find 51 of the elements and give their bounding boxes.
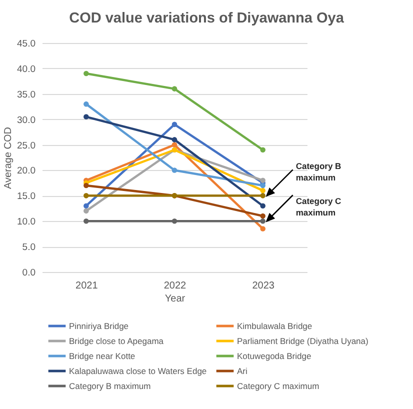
legend-label: Kotuwegoda Bridge [237, 351, 312, 361]
annotation: Category B maximum [296, 160, 342, 182]
point [260, 178, 266, 184]
x-tick-label: 2022 [164, 280, 187, 292]
point [84, 182, 89, 188]
y-tick-label: 10.0 [17, 216, 36, 228]
point [260, 203, 266, 208]
y-tick-label: 25.0 [17, 140, 36, 152]
y-tick-label: 40.0 [17, 64, 36, 75]
point [260, 147, 266, 153]
legend-label: Kimbulawala Bridge [237, 321, 312, 331]
x-tick-label: 2023 [252, 280, 275, 292]
point [84, 203, 89, 208]
y-tick-label: 15.0 [17, 191, 36, 202]
point [172, 86, 178, 92]
point [260, 193, 266, 198]
y-axis-title: Average COD [3, 126, 14, 190]
y-tick-label: 35.0 [17, 89, 36, 100]
legend-label: Ari [237, 366, 248, 376]
point [260, 213, 266, 219]
x-axis-title: Year [164, 294, 186, 304]
y-tick-label: 30.0 [17, 114, 36, 126]
point [172, 137, 178, 142]
y-tick-label: 45.0 [17, 38, 36, 50]
legend-label: Parliament Bridge (Diyatha Uyana) [237, 336, 369, 346]
point [260, 182, 266, 188]
point [84, 70, 89, 76]
point [172, 218, 178, 224]
x-tick-label: 2021 [76, 280, 98, 292]
y-tick-label: 0.0 [22, 268, 36, 278]
legend-label: Bridge near Kotte [69, 351, 136, 361]
legend-label: Bridge close to Apegama [69, 336, 164, 346]
point [84, 114, 89, 120]
legend-label: Pinniriya Bridge [69, 321, 129, 331]
point [260, 226, 266, 232]
point [172, 122, 178, 128]
point [84, 101, 89, 107]
y-tick-label: 20.0 [17, 166, 36, 177]
point [84, 218, 89, 224]
point [84, 208, 89, 214]
legend-label: Kalapaluwawa close to Waters Edge [69, 366, 207, 376]
legend-label: Category B maximum [69, 381, 151, 391]
y-tick-label: 5.0 [22, 242, 36, 254]
point [172, 142, 178, 148]
annotation: Category C maximum [296, 196, 342, 218]
chart-title: COD value variations of Diyawanna Oya [69, 10, 345, 26]
point [84, 193, 89, 198]
point [260, 218, 266, 224]
point [260, 188, 266, 194]
point [172, 168, 178, 173]
legend-label: Category C maximum [237, 381, 320, 391]
